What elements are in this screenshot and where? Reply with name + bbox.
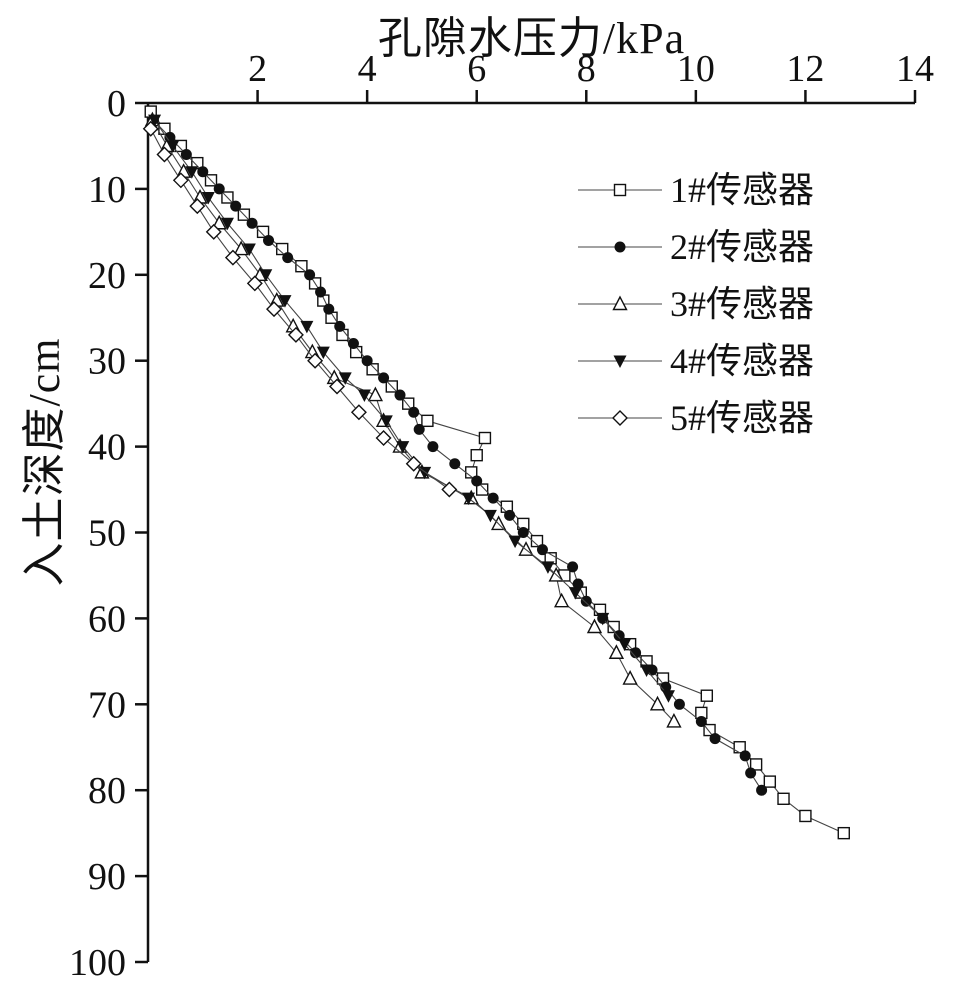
series-5 [142, 120, 458, 498]
x-tick-label: 8 [577, 48, 596, 90]
legend-label: 3#传感器 [670, 284, 814, 324]
y-axis-title: 入土深度/cm [20, 337, 69, 587]
legend: 1#传感器 2#传感器 3#传感器 4#传感器 5#传感器 [578, 170, 814, 438]
y-tick-label: 40 [88, 427, 126, 469]
y-tick-label: 80 [88, 770, 126, 812]
x-tick-label: 12 [786, 48, 824, 90]
y-tick-label: 90 [88, 856, 126, 898]
y-tick-label: 10 [88, 169, 126, 211]
y-tick-label: 60 [88, 598, 126, 640]
series-2 [147, 114, 768, 796]
x-tick-label: 14 [896, 48, 934, 90]
y-tick-label: 50 [88, 513, 126, 555]
legend-label: 1#传感器 [670, 170, 814, 210]
legend-label: 2#传感器 [670, 227, 814, 267]
y-tick-label: 70 [88, 684, 126, 726]
legend-label: 5#传感器 [670, 398, 814, 438]
x-axis-title: 孔隙水压力/kPa [377, 14, 686, 63]
series-3 [144, 111, 682, 728]
y-tick-label: 0 [107, 83, 126, 125]
series-line [153, 119, 763, 791]
x-tick-label: 6 [467, 48, 486, 90]
y-tick-label: 30 [88, 341, 126, 383]
legend-entry-1: 1#传感器 [578, 170, 814, 210]
y-tick-label: 100 [69, 942, 126, 984]
x-tick-label: 4 [358, 48, 377, 90]
legend-entry-5: 5#传感器 [578, 398, 814, 438]
legend-entry-4: 4#传感器 [578, 341, 814, 381]
legend-entry-2: 2#传感器 [578, 227, 814, 267]
axes: 2 4 6 8 10 12 14 0 10 20 30 40 50 60 70 80 90 100 [69, 48, 934, 984]
legend-label: 4#传感器 [670, 341, 814, 381]
series-line [150, 128, 450, 490]
x-tick-label: 10 [677, 48, 715, 90]
y-tick-label: 20 [88, 255, 126, 297]
series-1 [144, 105, 850, 840]
x-tick-label: 2 [248, 48, 267, 90]
legend-entry-3: 3#传感器 [578, 284, 814, 324]
